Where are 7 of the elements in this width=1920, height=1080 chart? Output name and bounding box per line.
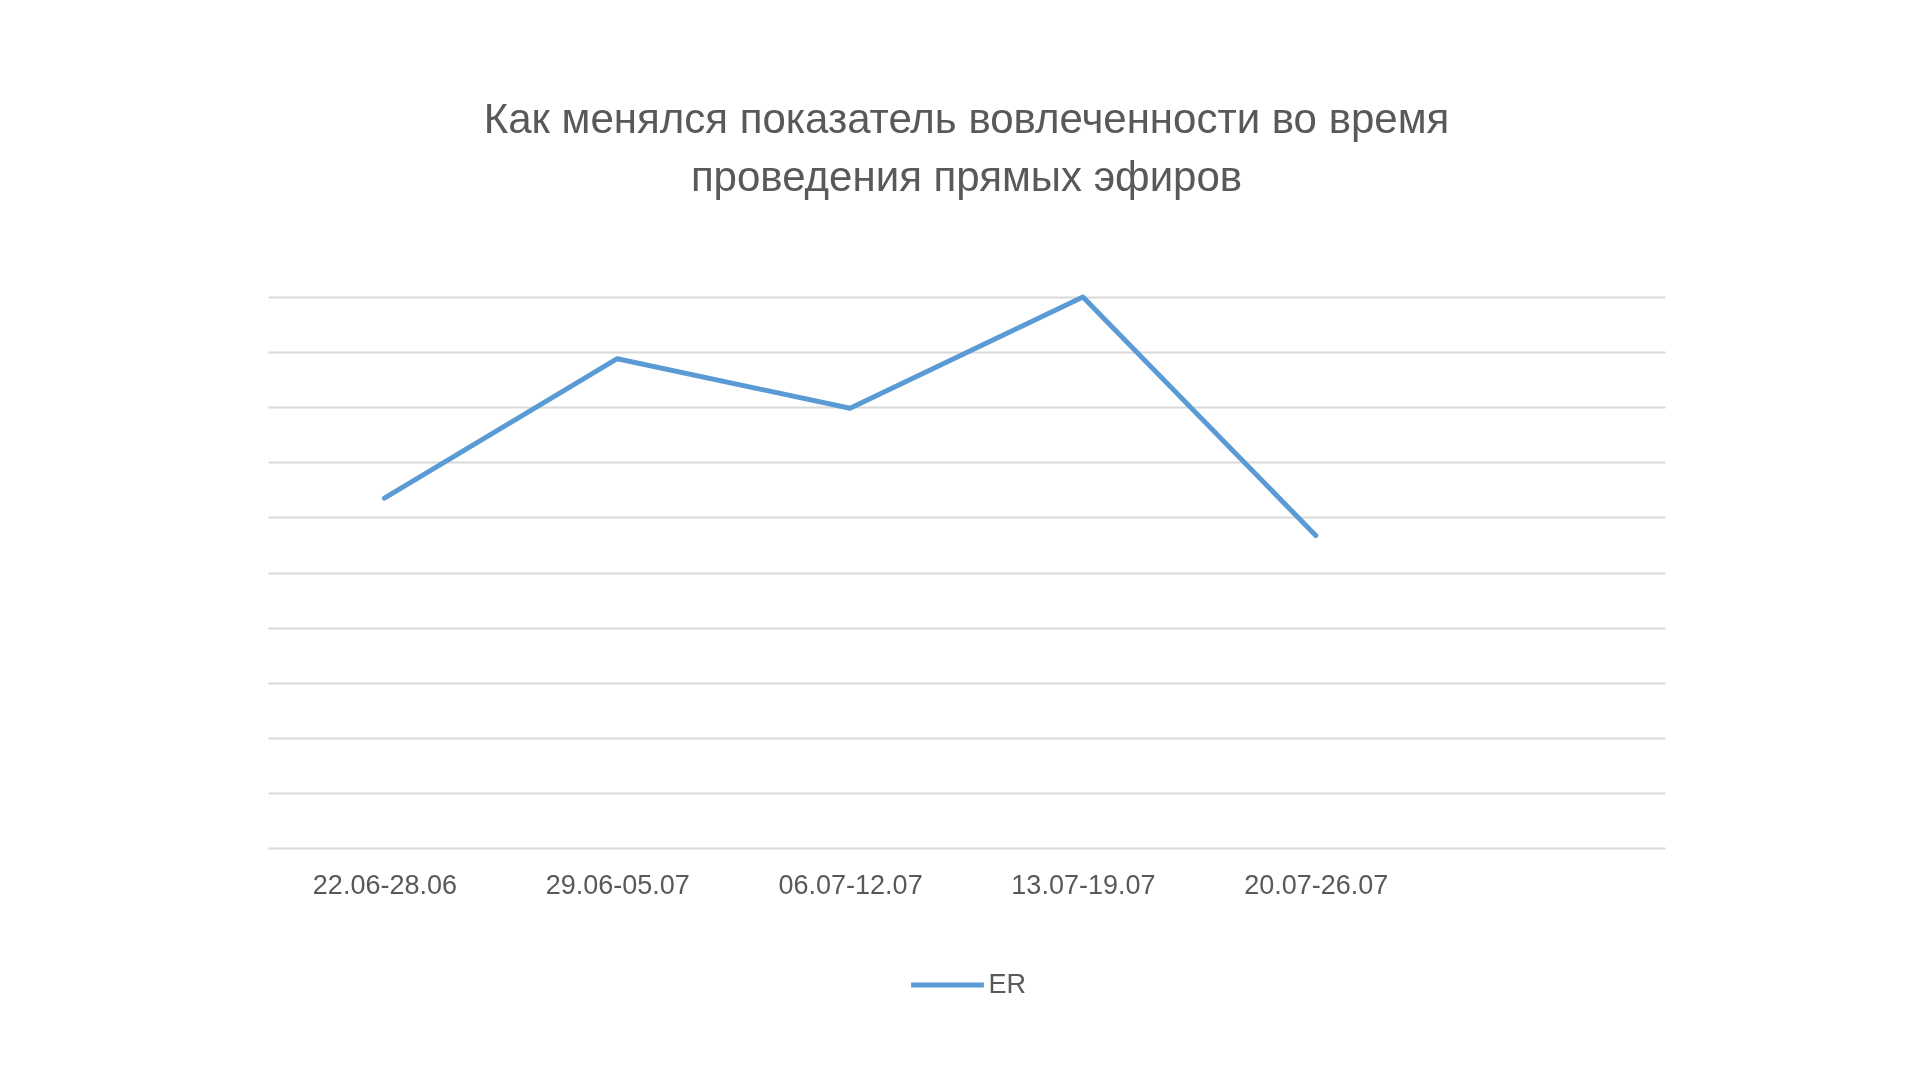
x-tick-label: 13.07-19.07 — [1011, 869, 1156, 900]
x-tick-label: 22.06-28.06 — [312, 869, 457, 900]
x-tick-label: 20.07-26.07 — [1244, 869, 1389, 900]
x-tick-label: 29.06-05.07 — [545, 869, 690, 900]
x-tick-label: 06.07-12.07 — [778, 869, 923, 900]
chart-title: Как менялся показатель вовлеченности во время проведения прямых эфиров — [483, 94, 1450, 200]
legend-label: ER — [988, 969, 1027, 999]
